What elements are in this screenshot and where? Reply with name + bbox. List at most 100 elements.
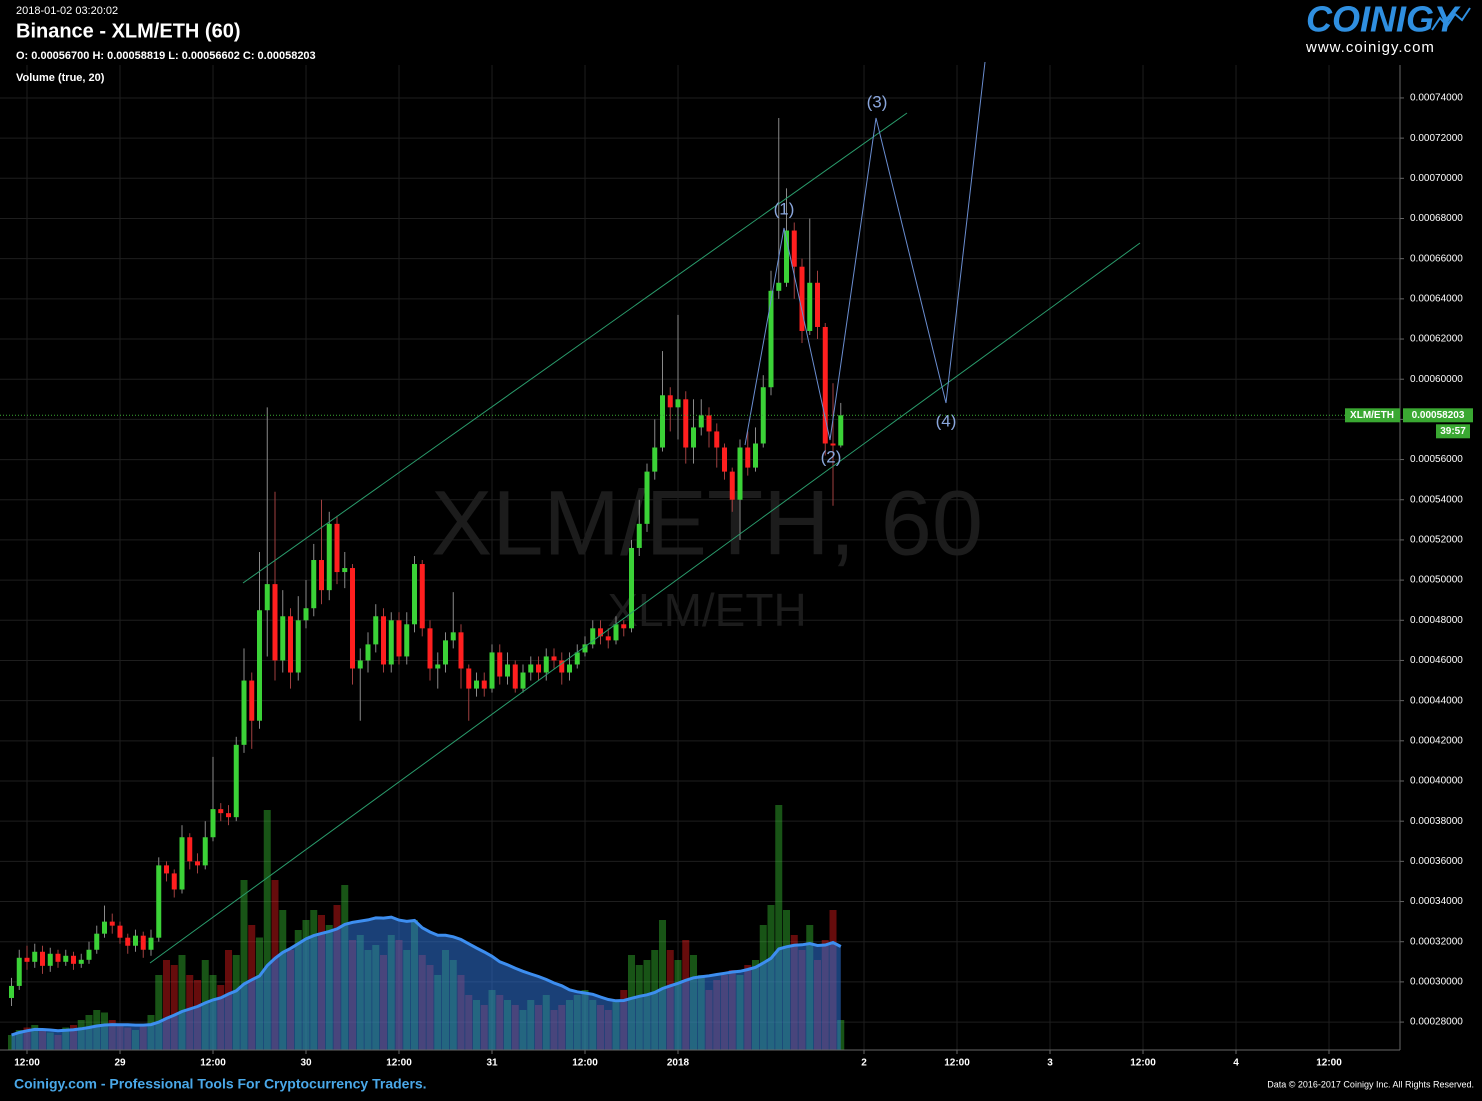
- y-tick-label: 0.00066000: [1410, 253, 1463, 264]
- y-tick-label: 0.00046000: [1410, 655, 1463, 666]
- tag-box: [1436, 424, 1470, 439]
- y-tick-label: 0.00062000: [1410, 334, 1463, 345]
- volume-bar: [659, 920, 667, 1050]
- candle-body: [443, 640, 449, 665]
- candle-body: [226, 813, 232, 818]
- candle-body: [652, 447, 658, 472]
- candle-body: [644, 471, 650, 524]
- candle-body: [148, 937, 154, 950]
- y-tick-label: 0.00028000: [1410, 1017, 1463, 1028]
- y-tick-label: 0.00040000: [1410, 776, 1463, 787]
- candle-body: [233, 744, 239, 818]
- volume-bar: [263, 810, 271, 1050]
- volume-ma-line: [11, 915, 842, 1037]
- candle-body: [714, 431, 720, 448]
- candle-body: [404, 624, 410, 657]
- candle-body: [40, 951, 46, 966]
- y-tick-label: 0.00074000: [1410, 93, 1463, 104]
- x-tick-label: 30: [300, 1058, 312, 1069]
- price-tag: XLM/ETH 0.00058203 39:57: [0, 408, 1473, 439]
- wave-label: (2): [821, 447, 842, 466]
- y-tick-label: 0.00044000: [1410, 695, 1463, 706]
- candle-body: [272, 584, 278, 661]
- candle-body: [543, 656, 549, 673]
- y-tick-label: 0.00048000: [1410, 615, 1463, 626]
- candle-body: [753, 443, 759, 468]
- candle-body: [218, 809, 224, 814]
- candle-body: [334, 523, 340, 573]
- candle-body: [257, 610, 263, 721]
- candle-body: [264, 584, 270, 611]
- candle-body: [505, 664, 511, 677]
- candle-body: [567, 664, 573, 673]
- candle-body: [691, 427, 697, 448]
- candle-body: [47, 953, 53, 966]
- candle-body: [598, 628, 604, 637]
- candle-body: [791, 230, 797, 267]
- candle-body: [187, 837, 193, 862]
- candle-body: [574, 652, 580, 665]
- x-tick-label: 31: [486, 1058, 498, 1069]
- candle-body: [319, 560, 325, 591]
- candle-body: [125, 937, 131, 946]
- candle-body: [202, 837, 208, 866]
- tag-timer: 39:57: [1440, 426, 1466, 437]
- candle-body: [536, 664, 542, 673]
- logo-url: www.coinigy.com: [1305, 39, 1435, 56]
- x-tick-label: 12:00: [1130, 1058, 1156, 1069]
- drawings: (1) (2) (3) (4): [149, 61, 1141, 964]
- watermark: XLM/ETH, 60: [431, 472, 983, 574]
- x-tick-label: 2018: [667, 1058, 690, 1069]
- candle-body: [512, 664, 518, 689]
- candle-body: [706, 415, 712, 432]
- candle-body: [435, 664, 441, 669]
- candle-body: [288, 616, 294, 673]
- y-tick-label: 0.00036000: [1410, 856, 1463, 867]
- volume-bar: [163, 960, 171, 1050]
- candle-body: [195, 861, 201, 866]
- wave-label: (1): [774, 199, 795, 218]
- candle-body: [450, 632, 456, 641]
- candle-body: [326, 523, 332, 591]
- candle-body: [722, 447, 728, 472]
- x-tick-label: 12:00: [572, 1058, 598, 1069]
- candle-layer: [9, 118, 844, 1007]
- candle-body: [605, 636, 611, 641]
- y-tick-label: 0.00068000: [1410, 213, 1463, 224]
- candle-body: [636, 523, 642, 548]
- candle-body: [729, 471, 735, 500]
- candle-body: [784, 230, 790, 283]
- tag-box: [1345, 408, 1400, 423]
- candle-body: [55, 953, 61, 962]
- candle-body: [171, 873, 177, 890]
- candle-body: [86, 949, 92, 960]
- x-tick-label: 12:00: [1316, 1058, 1342, 1069]
- volume-layer: [8, 805, 845, 1050]
- candle-body: [667, 395, 673, 408]
- candle-body: [94, 933, 100, 950]
- tag-box: [1403, 408, 1473, 423]
- timestamp: 2018-01-02 03:20:02: [16, 5, 118, 17]
- volume-bar: [240, 880, 248, 1050]
- candle-body: [164, 865, 170, 874]
- candle-body: [357, 660, 363, 669]
- y-tick-label: 0.00064000: [1410, 293, 1463, 304]
- candle-body: [381, 616, 387, 665]
- candle-body: [590, 628, 596, 645]
- y-tick-label: 0.00034000: [1410, 896, 1463, 907]
- candle-body: [32, 951, 38, 962]
- candle-body: [613, 624, 619, 641]
- footer-left: Coinigy.com - Professional Tools For Cry…: [14, 1076, 427, 1092]
- candle-body: [241, 680, 247, 745]
- grid: [0, 65, 1400, 1050]
- indicator-label: Volume (true, 20): [16, 72, 105, 84]
- wave-label: (4): [936, 411, 957, 430]
- y-tick-label: 0.00050000: [1410, 575, 1463, 586]
- candle-body: [551, 656, 557, 661]
- candle-body: [427, 628, 433, 669]
- candle-body: [629, 547, 635, 629]
- candle-body: [71, 955, 77, 964]
- tag-symbol: XLM/ETH: [1350, 410, 1394, 421]
- candle-body: [768, 290, 774, 388]
- x-tick-label: 4: [1233, 1058, 1239, 1069]
